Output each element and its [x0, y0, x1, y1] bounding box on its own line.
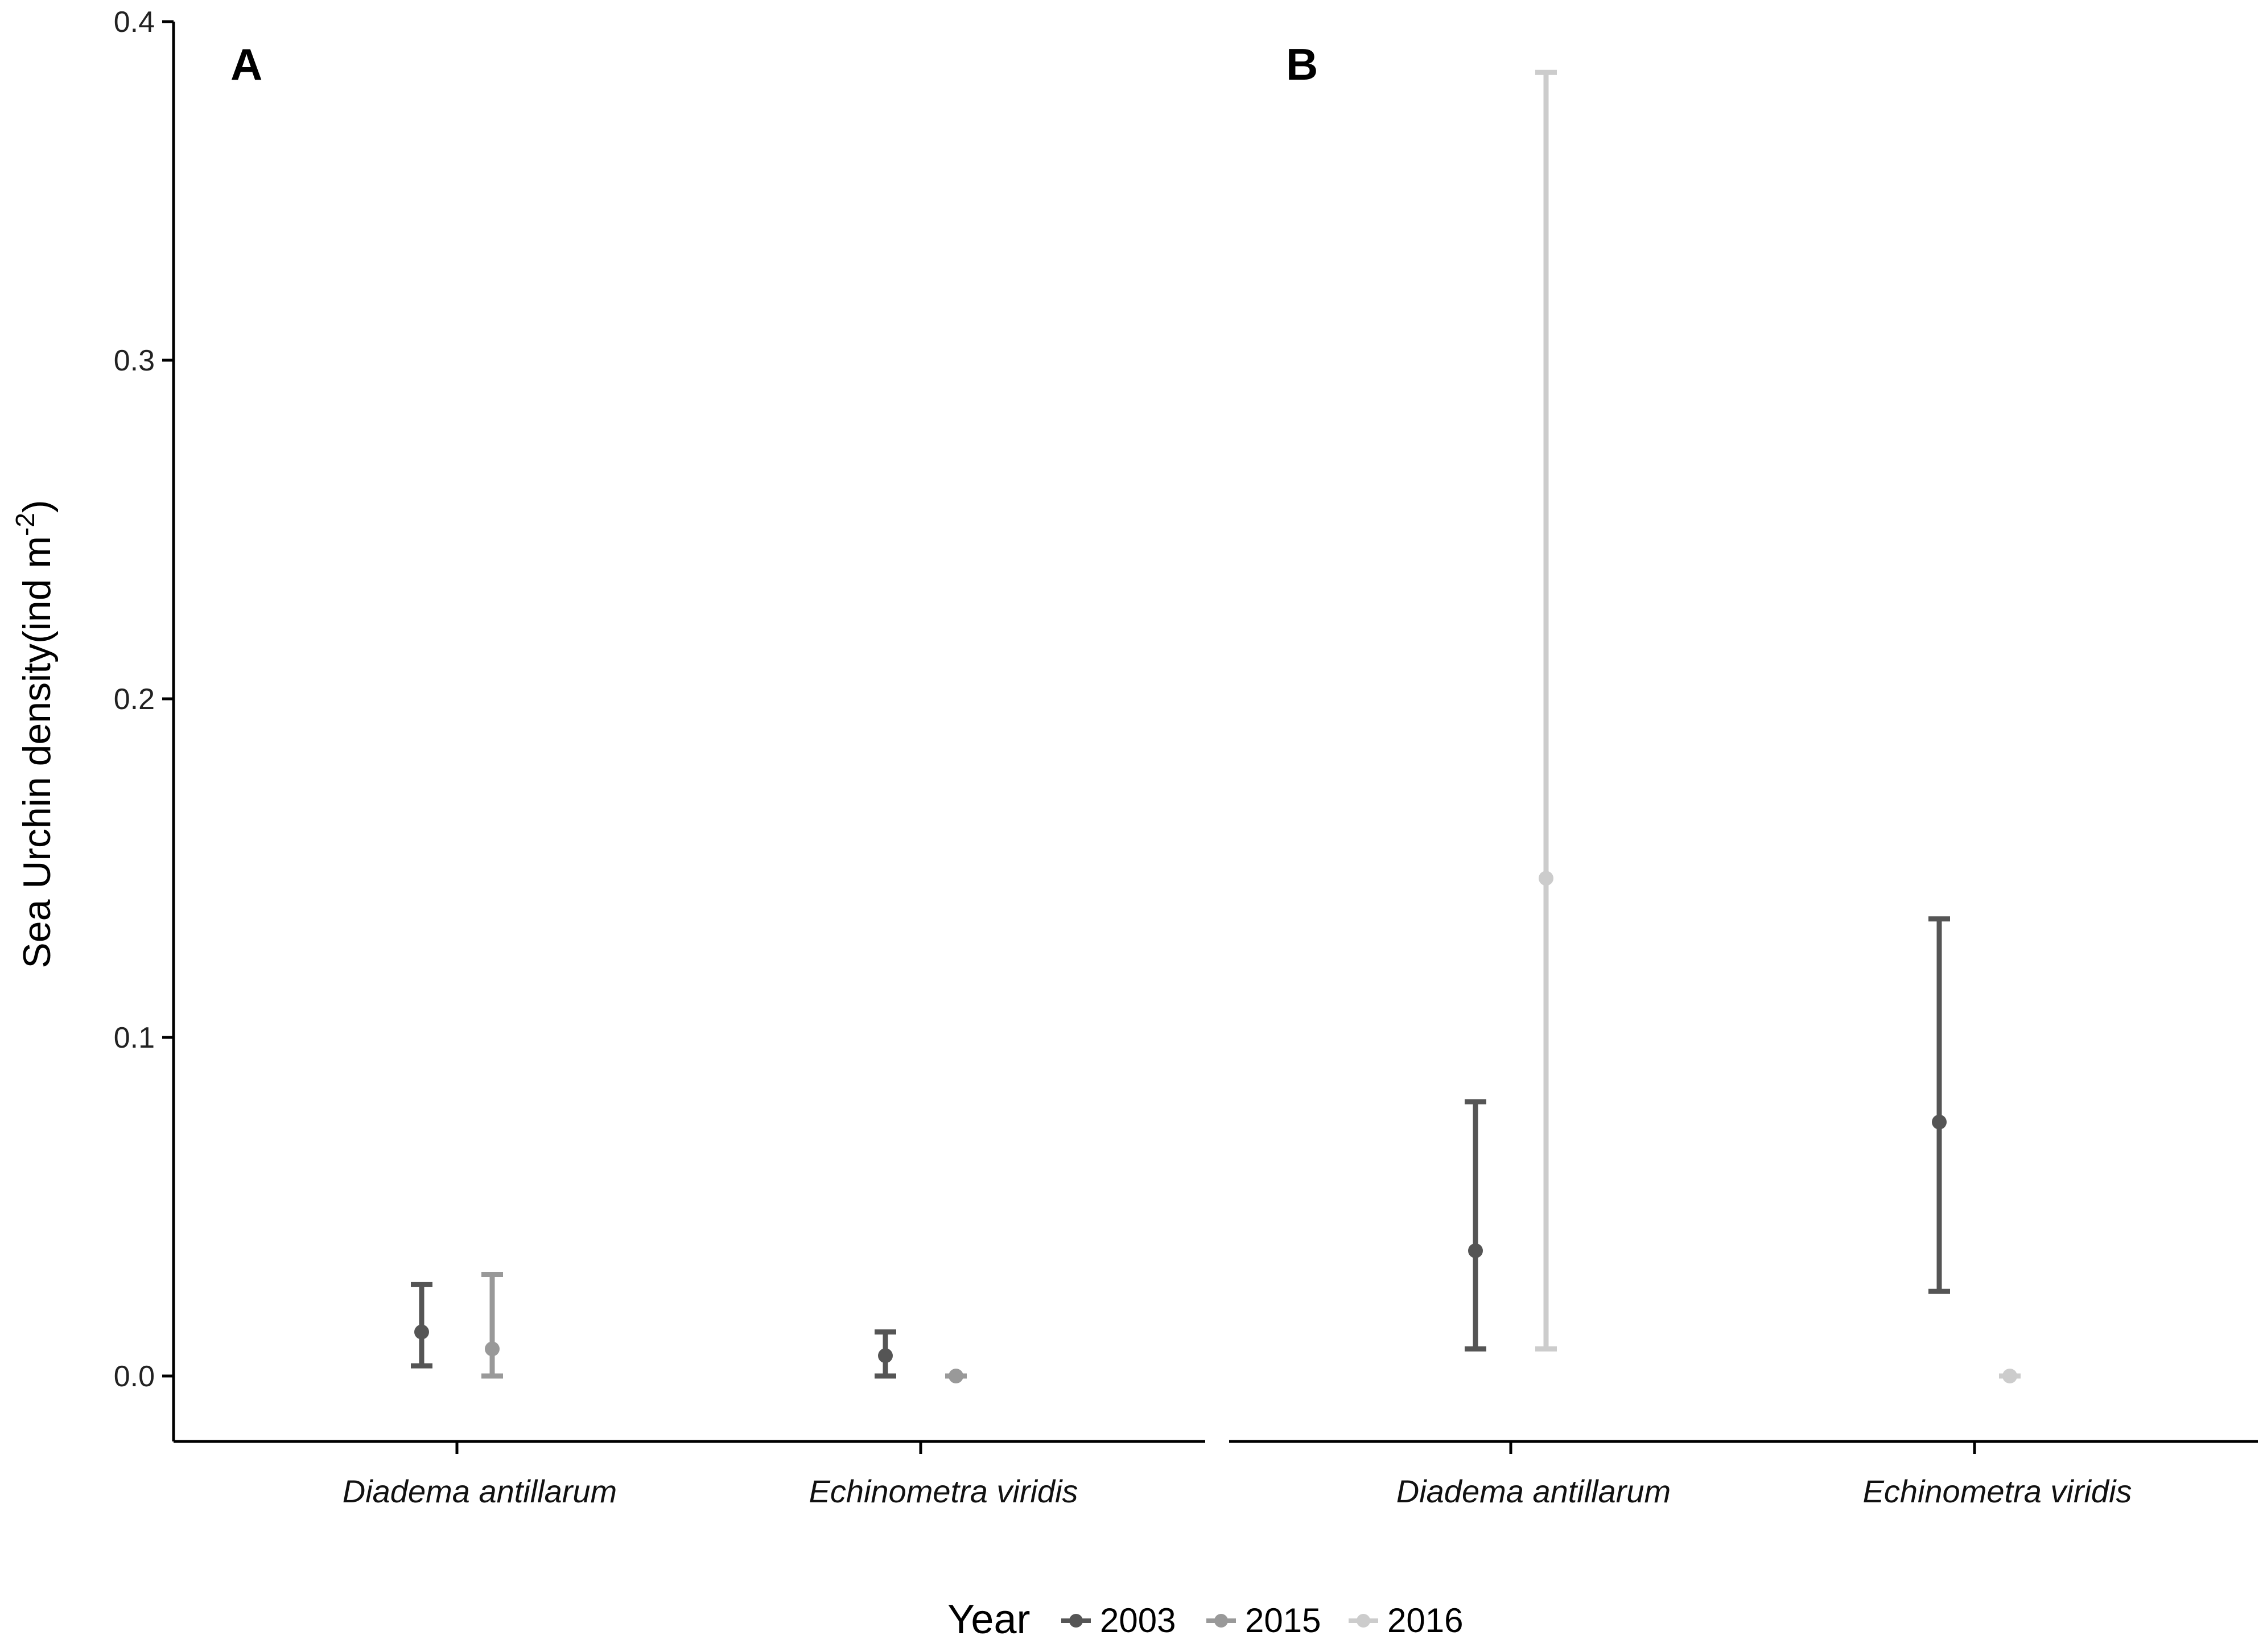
data-point	[481, 1272, 503, 1379]
legend: Year 2003 2015 2016	[947, 1597, 1463, 1642]
y-axis-label: Sea Urchin density(ind m-2)	[10, 500, 59, 968]
data-point	[1465, 1099, 1486, 1352]
mean-marker	[949, 1369, 963, 1383]
y-tick-label: 0.4	[114, 6, 155, 39]
mean-marker	[485, 1341, 500, 1357]
legend-item-2016: 2016	[1349, 1601, 1463, 1639]
mean-marker	[414, 1324, 429, 1340]
y-tick-label: 0.0	[114, 1360, 155, 1393]
panel-label: B	[1286, 39, 1318, 89]
legend-label: 2015	[1245, 1601, 1321, 1639]
series-2003	[411, 1282, 896, 1379]
mean-marker	[1932, 1114, 1947, 1130]
data-point	[1999, 1369, 2021, 1383]
y-tick-label: 0.1	[114, 1021, 155, 1054]
series-2016	[1535, 69, 2021, 1383]
legend-item-2003: 2003	[1061, 1601, 1176, 1639]
series-2003	[1465, 916, 1950, 1352]
data-point	[1535, 69, 1557, 1352]
legend-title: Year	[947, 1597, 1030, 1642]
y-tick-label: 0.2	[114, 683, 155, 716]
legend-label: 2003	[1100, 1601, 1176, 1639]
panel-label: A	[230, 39, 262, 89]
x-tick-label: Echinometra viridis	[809, 1473, 1078, 1509]
series-2015	[481, 1272, 967, 1383]
plot-area: 0.0 0.1 0.2 0.3 0.4 Diadema antillarum Echinom…	[114, 6, 2258, 1509]
mean-marker	[878, 1348, 893, 1363]
data-point	[875, 1329, 896, 1379]
y-axis-label-close: )	[15, 500, 59, 513]
data-point	[945, 1369, 967, 1383]
mean-marker	[1539, 871, 1553, 886]
data-point	[411, 1282, 432, 1369]
panel-b: Diadema antillarum Echinometra viridis B	[1229, 39, 2258, 1509]
x-tick-label: Diadema antillarum	[1396, 1473, 1671, 1509]
mean-marker	[1468, 1243, 1483, 1258]
data-point	[1928, 916, 1950, 1294]
y-tick-label: 0.3	[114, 344, 155, 377]
legend-items: 2003 2015 2016	[1061, 1601, 1463, 1639]
mean-marker	[2002, 1369, 2017, 1383]
legend-marker	[1214, 1614, 1228, 1628]
y-axis-label-text: Sea Urchin density(ind m	[15, 536, 59, 969]
x-tick-label: Diadema antillarum	[343, 1473, 617, 1509]
legend-item-2015: 2015	[1206, 1601, 1321, 1639]
legend-label: 2016	[1387, 1601, 1463, 1639]
x-tick-label: Echinometra viridis	[1862, 1473, 2132, 1509]
panel-a: Diadema antillarum Echinometra viridis A	[174, 39, 1205, 1509]
legend-marker	[1357, 1614, 1370, 1628]
legend-marker	[1069, 1614, 1083, 1628]
y-axis-label-superscript: -2	[10, 513, 40, 536]
